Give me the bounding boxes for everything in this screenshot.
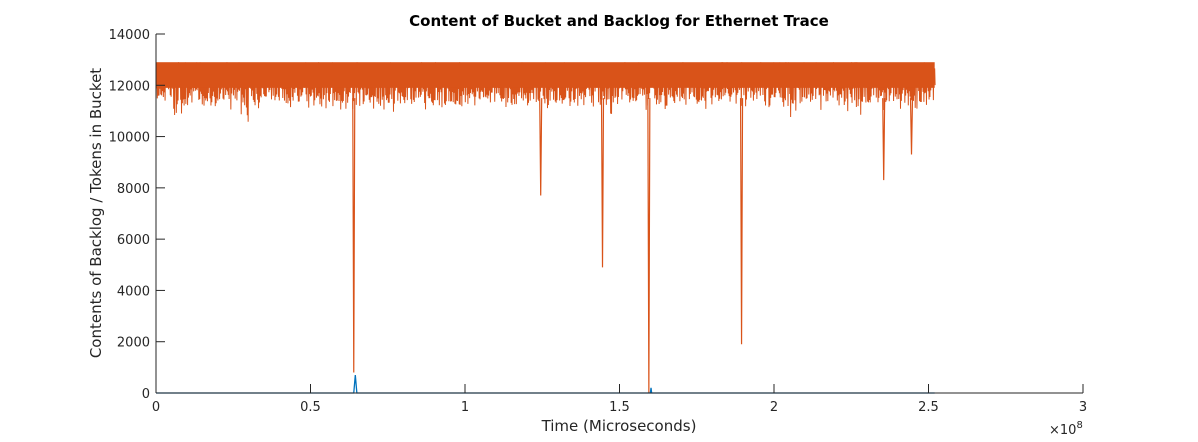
y-tick-label: 12000 <box>109 79 150 94</box>
x-tick-label: 0 <box>152 400 160 415</box>
y-tick-label: 8000 <box>117 182 150 197</box>
plot-series <box>155 62 936 394</box>
bucket-dip <box>352 98 356 373</box>
bucket-dip <box>600 98 605 268</box>
y-tick-label: 10000 <box>109 131 150 146</box>
bucket-dip <box>539 98 543 196</box>
x-axis-multiplier-base: ×10 <box>1049 423 1076 438</box>
y-axis-label: Contents of Backlog / Tokens in Bucket <box>87 68 105 358</box>
x-tick-label: 1.5 <box>609 400 630 415</box>
chart-title: Content of Bucket and Backlog for Ethern… <box>409 12 829 30</box>
y-tick-label: 4000 <box>117 284 150 299</box>
x-tick-label: 0.5 <box>300 400 321 415</box>
bucket-dip <box>647 98 651 394</box>
axes: 0 0.5 1 1.5 2 2.5 3 0 2000 4000 6000 8000 10000 12000… <box>109 28 1088 415</box>
x-tick-label: 3 <box>1079 400 1087 415</box>
bucket-dip <box>739 98 744 345</box>
x-tick-label: 2 <box>770 400 778 415</box>
x-axis-multiplier-exponent: 8 <box>1076 420 1082 431</box>
bucket-dip <box>909 98 914 155</box>
y-tick-label: 14000 <box>109 28 150 43</box>
bucket-dip <box>882 98 886 181</box>
y-tick-label: 2000 <box>117 336 150 351</box>
x-axis-multiplier: ×108 <box>1049 420 1083 438</box>
backlog-series-line <box>156 374 935 394</box>
bucket-series-band <box>156 62 935 88</box>
x-axis-label: Time (Microseconds) <box>541 417 697 435</box>
x-tick-label: 1 <box>461 400 469 415</box>
x-tick-label: 2.5 <box>918 400 939 415</box>
y-tick-label: 6000 <box>117 233 150 248</box>
y-tick-label: 0 <box>142 387 150 402</box>
